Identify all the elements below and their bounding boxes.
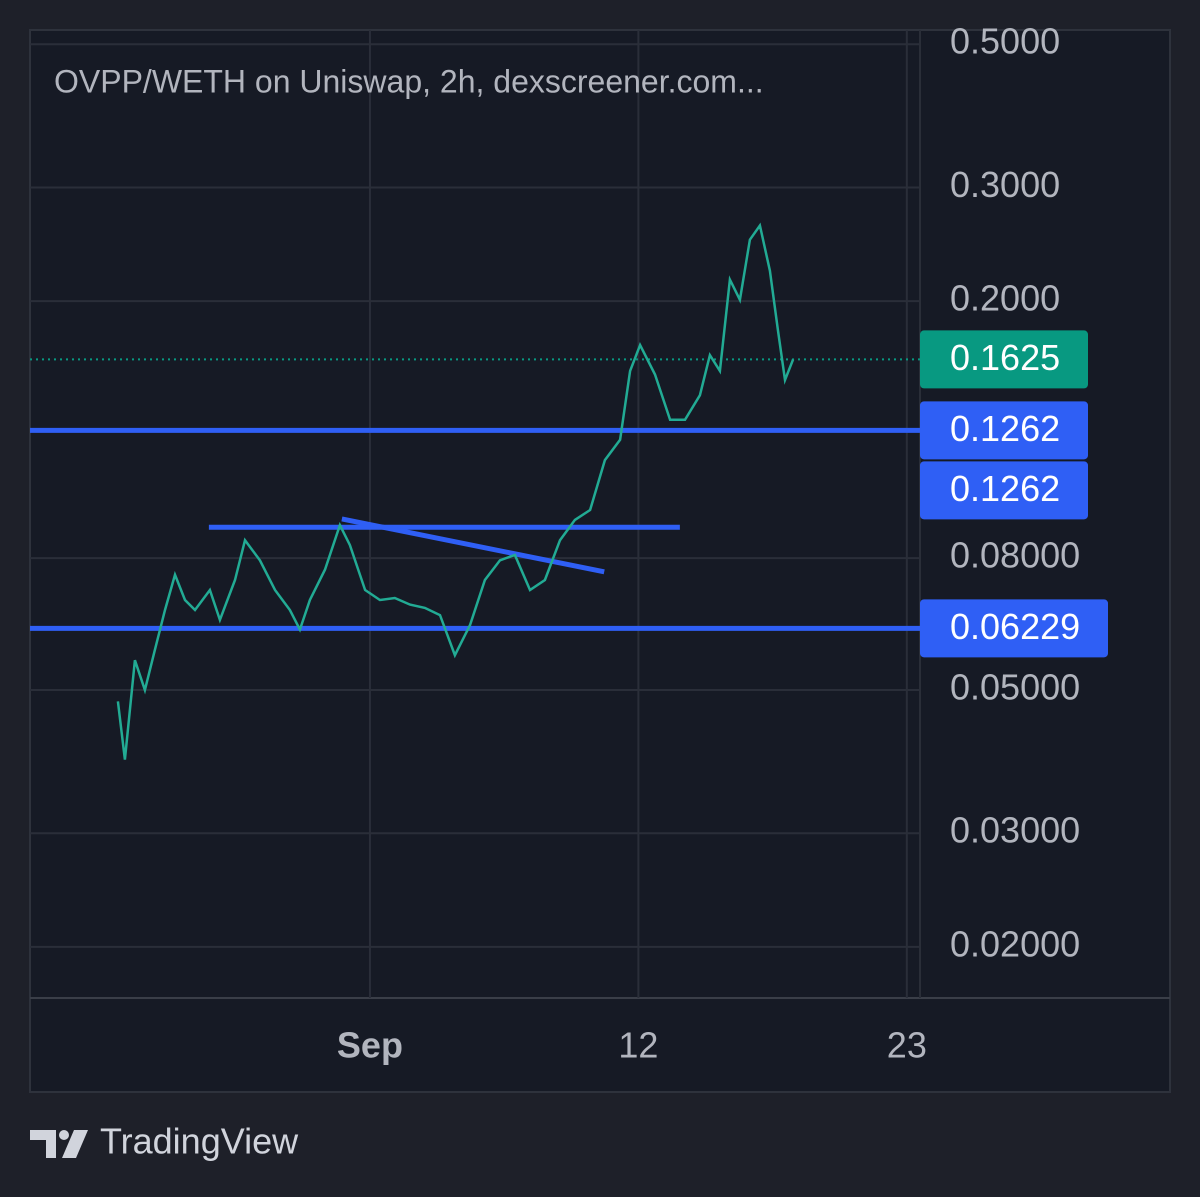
price-tag-label: 0.1262 <box>950 468 1060 509</box>
logo-mark <box>30 1130 56 1158</box>
y-tick-label: 0.03000 <box>950 810 1080 851</box>
price-line <box>116 222 795 760</box>
x-tick-label: 23 <box>887 1025 927 1066</box>
plot <box>30 222 920 760</box>
price-tag: 0.1625 <box>920 330 1088 389</box>
logo-mark <box>59 1130 69 1140</box>
x-tick-label: 12 <box>618 1025 658 1066</box>
price-tag-box <box>920 599 1108 658</box>
y-tick-label: 0.02000 <box>950 923 1080 964</box>
trend-line <box>341 516 605 575</box>
y-tick-label: 0.05000 <box>950 666 1080 707</box>
brand-logo <box>30 1130 88 1158</box>
price-tag: 0.1262 <box>920 401 1088 460</box>
brand-name: TradingView <box>100 1121 299 1162</box>
y-tick-label: 0.3000 <box>950 164 1060 205</box>
y-tick-label: 0.5000 <box>950 21 1060 62</box>
logo-mark <box>62 1130 88 1158</box>
price-tag: 0.1262 <box>920 461 1088 520</box>
chart-title: OVPP/WETH on Uniswap, 2h, dexscreener.co… <box>54 63 764 99</box>
price-tag: 0.06229 <box>920 599 1108 658</box>
price-tag-box <box>920 461 1088 520</box>
y-tick-label: 0.2000 <box>950 278 1060 319</box>
price-tag-label: 0.1262 <box>950 408 1060 449</box>
price-tag-box <box>920 401 1088 460</box>
axes: 0.5000 0.3000 0.2000 0.08000 0.05000 0.03000 0… <box>337 21 1108 1066</box>
price-tag-box <box>920 330 1088 389</box>
chart-panel <box>29 29 1171 1093</box>
price-tag-label: 0.06229 <box>950 606 1080 647</box>
price-tag-label: 0.1625 <box>950 337 1060 378</box>
grid <box>30 30 920 998</box>
x-tick-label: Sep <box>337 1025 403 1066</box>
y-tick-label: 0.08000 <box>950 535 1080 576</box>
